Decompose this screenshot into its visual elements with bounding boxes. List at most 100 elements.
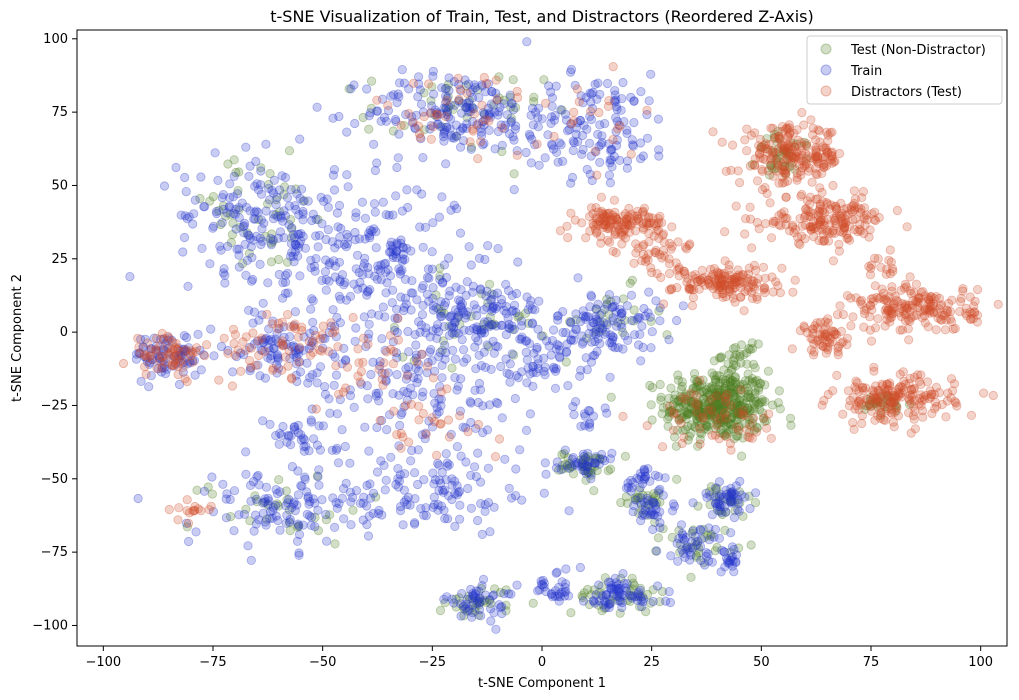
point-train [486, 295, 496, 305]
point-train [250, 181, 260, 191]
point-train [652, 546, 662, 556]
point-test-non-distractor [744, 386, 754, 396]
point-test-non-distractor [670, 390, 680, 400]
point-train [231, 204, 241, 214]
point-distractors-test [946, 393, 956, 403]
point-train [606, 155, 617, 165]
point-train [606, 338, 617, 348]
point-train [238, 222, 248, 232]
point-test-non-distractor [727, 364, 737, 374]
point-train [476, 328, 486, 338]
point-distractors-test [572, 84, 582, 94]
point-train [609, 151, 620, 162]
point-train [306, 304, 316, 314]
point-train [335, 232, 345, 242]
point-test-non-distractor [605, 595, 615, 605]
point-train [608, 313, 618, 323]
point-test-non-distractor [497, 146, 507, 157]
point-test-non-distractor [726, 412, 737, 422]
point-distractors-test [803, 151, 814, 161]
point-train [707, 557, 717, 567]
point-train [526, 158, 536, 168]
point-distractors-test [135, 348, 145, 359]
point-train [605, 178, 616, 188]
point-test-non-distractor [725, 419, 735, 429]
point-test-non-distractor [506, 113, 516, 123]
point-distractors-test [745, 161, 755, 171]
point-test-non-distractor [645, 598, 656, 608]
point-train [473, 448, 483, 458]
point-distractors-test [617, 239, 627, 249]
point-test-non-distractor [291, 184, 301, 194]
point-train [320, 389, 330, 399]
point-train [483, 103, 493, 113]
point-train [632, 314, 642, 324]
point-train [430, 398, 440, 408]
point-distractors-test [828, 256, 839, 266]
point-train [434, 407, 444, 417]
point-train [265, 513, 275, 524]
point-train [328, 113, 338, 123]
point-train [183, 281, 193, 291]
point-test-non-distractor [711, 394, 721, 404]
point-test-non-distractor [718, 399, 728, 410]
point-distractors-test [612, 124, 623, 134]
point-train [437, 192, 447, 202]
point-train [296, 229, 306, 239]
point-train [290, 201, 300, 211]
point-distractors-test [820, 317, 830, 327]
point-test-non-distractor [675, 413, 685, 424]
point-test-non-distractor [267, 229, 277, 239]
point-test-non-distractor [684, 390, 695, 401]
point-train [666, 551, 676, 561]
point-test-non-distractor [753, 399, 763, 409]
point-train [421, 510, 431, 521]
point-train [575, 562, 586, 573]
point-train [432, 119, 443, 129]
point-distractors-test [609, 195, 620, 205]
point-test-non-distractor [725, 374, 735, 384]
point-train [255, 233, 265, 243]
point-test-non-distractor [730, 497, 740, 507]
point-train [616, 319, 626, 329]
point-test-non-distractor [709, 392, 719, 402]
point-test-non-distractor [710, 388, 721, 398]
point-test-non-distractor [732, 398, 742, 408]
point-train [506, 116, 517, 126]
point-distractors-test [903, 324, 913, 334]
point-train [334, 111, 344, 122]
point-test-non-distractor [279, 190, 289, 200]
point-train [566, 119, 576, 129]
point-train [377, 334, 387, 344]
point-train [319, 196, 329, 206]
point-test-non-distractor [734, 395, 745, 405]
point-train [570, 396, 581, 407]
point-train [638, 597, 648, 607]
point-test-non-distractor [563, 453, 573, 463]
point-test-non-distractor [330, 539, 340, 549]
point-test-non-distractor [256, 163, 266, 173]
point-train [366, 309, 377, 319]
point-test-non-distractor [757, 395, 767, 405]
point-train [565, 67, 576, 77]
point-train [585, 302, 595, 312]
point-train [234, 244, 244, 254]
point-test-non-distractor [466, 311, 476, 321]
point-distractors-test [680, 242, 691, 252]
point-train [306, 415, 316, 425]
point-test-non-distractor [747, 338, 757, 348]
point-test-non-distractor [696, 418, 706, 428]
point-test-non-distractor [409, 356, 419, 366]
point-train [291, 204, 301, 215]
point-train [468, 85, 478, 95]
point-train [602, 408, 612, 418]
point-distractors-test [563, 233, 573, 243]
point-distractors-test [490, 451, 501, 462]
point-test-non-distractor [673, 402, 683, 412]
point-distractors-test [929, 404, 940, 414]
point-test-non-distractor [693, 501, 703, 511]
point-distractors-test [722, 389, 732, 400]
point-train [346, 84, 356, 94]
point-train [533, 113, 543, 123]
point-test-non-distractor [714, 353, 725, 363]
